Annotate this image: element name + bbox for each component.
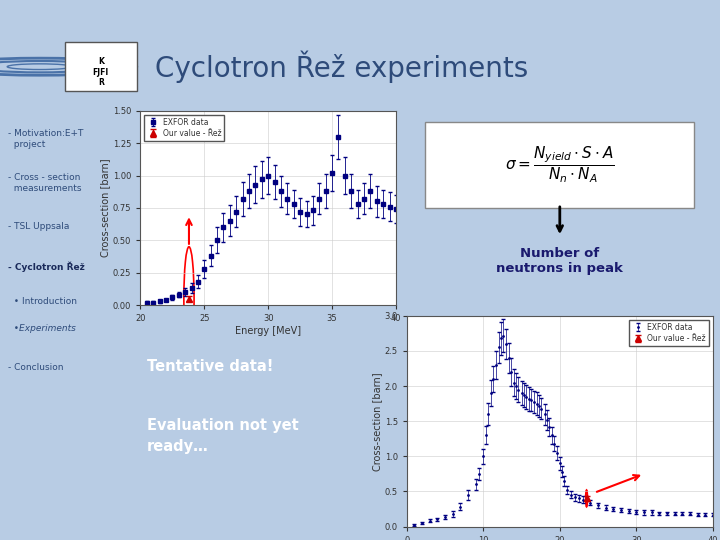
Legend: EXFOR data, Our value - Řež: EXFOR data, Our value - Řež bbox=[629, 320, 709, 346]
Text: Cyclotron Řež experiments: Cyclotron Řež experiments bbox=[155, 50, 528, 83]
Text: • Introduction: • Introduction bbox=[7, 297, 76, 306]
Text: - Conclusion: - Conclusion bbox=[7, 363, 63, 372]
Text: - Cyclotron Řež: - Cyclotron Řež bbox=[7, 262, 84, 272]
X-axis label: Energy [MeV]: Energy [MeV] bbox=[235, 326, 301, 336]
Text: $\sigma = \dfrac{N_{yield} \cdot S \cdot A}{N_n \cdot N_A}$: $\sigma = \dfrac{N_{yield} \cdot S \cdot… bbox=[505, 145, 615, 185]
Text: - Cross - section
  measurements: - Cross - section measurements bbox=[7, 173, 81, 193]
Text: •Experiments: •Experiments bbox=[7, 323, 76, 333]
Text: Tentative data!: Tentative data! bbox=[147, 359, 274, 374]
Y-axis label: Cross-section [barn]: Cross-section [barn] bbox=[100, 159, 110, 257]
Text: K
FJFI
R: K FJFI R bbox=[93, 57, 109, 87]
FancyBboxPatch shape bbox=[65, 42, 137, 91]
Text: - TSL Uppsala: - TSL Uppsala bbox=[7, 222, 69, 231]
Y-axis label: Cross-section [barn]: Cross-section [barn] bbox=[372, 372, 382, 470]
Legend: EXFOR data, Our value - Řež: EXFOR data, Our value - Řež bbox=[144, 114, 224, 141]
Text: - Motivation:E+T
  project: - Motivation:E+T project bbox=[7, 129, 83, 149]
Text: Number of
neutrons in peak: Number of neutrons in peak bbox=[496, 247, 624, 275]
Text: Evaluation not yet
ready…: Evaluation not yet ready… bbox=[147, 418, 299, 454]
FancyBboxPatch shape bbox=[425, 123, 694, 208]
